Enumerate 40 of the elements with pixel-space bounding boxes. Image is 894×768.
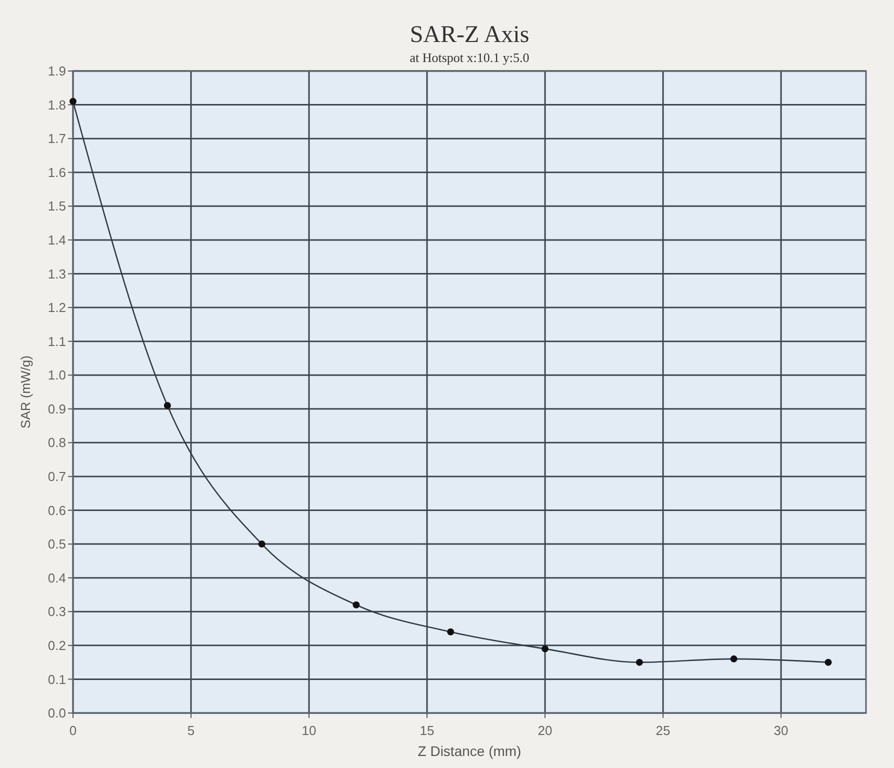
x-tick-label: 0 (69, 723, 77, 738)
y-tick-label: 1.9 (48, 64, 66, 79)
y-tick-label: 1.2 (48, 300, 66, 316)
y-tick-label: 0.2 (48, 638, 66, 653)
y-tick-label: 0.8 (48, 435, 66, 450)
point (542, 645, 549, 652)
point (447, 628, 454, 636)
y-tick-label: 1.5 (48, 198, 66, 214)
x-tick-label: 10 (302, 723, 316, 738)
point (636, 658, 643, 666)
point (164, 402, 171, 410)
x-axis-title: Z Distance (mm) (418, 743, 522, 759)
y-tick-label: 1.3 (48, 266, 66, 282)
y-tick-label: 0.5 (48, 536, 66, 552)
x-tick-label: 5 (187, 723, 195, 738)
y-axis-title: SAR (mW/g) (18, 356, 33, 428)
point (70, 98, 76, 105)
y-tick-label: 1.0 (48, 368, 66, 383)
point (730, 655, 738, 662)
y-tick-label: 0.6 (48, 502, 66, 518)
y-tick-label: 0.1 (48, 672, 66, 687)
x-tick-label: 15 (420, 723, 434, 738)
y-tick-label: 1.4 (48, 232, 66, 248)
chart-title: SAR-Z Axis (410, 22, 530, 48)
point (352, 601, 360, 608)
point (824, 658, 832, 666)
x-tick-label: 25 (656, 723, 670, 738)
x-tick-label: 20 (538, 723, 552, 738)
x-tick-label: 30 (774, 723, 788, 738)
y-tick-label: 0.7 (48, 469, 66, 484)
y-tick-label: 0.9 (48, 401, 66, 416)
chart-subtitle: at Hotspot x:10.1 y:5.0 (410, 50, 530, 65)
y-tick-label: 1.6 (48, 164, 66, 180)
point (258, 540, 266, 548)
y-tick-label: 0.0 (48, 706, 66, 721)
y-tick-label: 0.4 (48, 570, 66, 586)
y-tick-label: 1.8 (48, 97, 66, 112)
y-tick-label: 0.3 (48, 604, 66, 620)
y-tick-label: 1.7 (48, 131, 66, 146)
y-tick-label: 1.1 (48, 334, 66, 349)
